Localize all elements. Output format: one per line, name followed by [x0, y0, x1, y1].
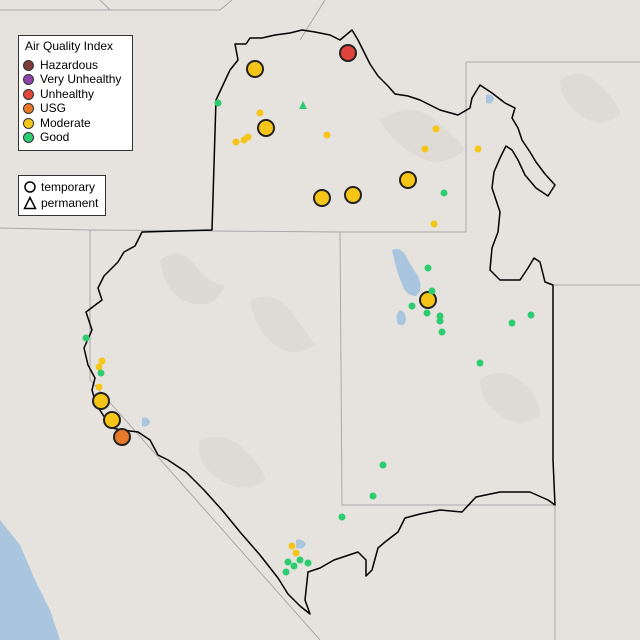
legend-item-usg: USG — [23, 101, 66, 115]
legend-item-unhealthy: Unhealthy — [23, 87, 94, 101]
legend-item-temporary: temporary — [23, 180, 95, 194]
very-unhealthy-swatch-icon — [23, 74, 34, 85]
site-moderate[interactable] — [258, 120, 274, 136]
site-moderate[interactable] — [420, 292, 436, 308]
legend-title: Air Quality Index — [25, 39, 113, 53]
site-moderate[interactable] — [400, 172, 416, 188]
monitor-type-legend: temporary permanent — [18, 175, 106, 216]
site-moderate[interactable] — [345, 187, 361, 203]
good-swatch-icon — [23, 132, 34, 143]
site-unhealthy[interactable] — [340, 45, 356, 61]
site-moderate[interactable] — [93, 393, 109, 409]
aqi-legend: Air Quality Index Hazardous Very Unhealt… — [18, 35, 133, 151]
site-usg[interactable] — [114, 429, 130, 445]
legend-item-hazardous: Hazardous — [23, 58, 98, 72]
hazardous-swatch-icon — [23, 60, 34, 71]
circle-icon — [23, 180, 37, 194]
unhealthy-swatch-icon — [23, 89, 34, 100]
triangle-icon — [23, 196, 37, 210]
site-moderate[interactable] — [247, 61, 263, 77]
legend-item-permanent: permanent — [23, 196, 98, 210]
moderate-swatch-icon — [23, 118, 34, 129]
legend-item-moderate: Moderate — [23, 116, 91, 130]
legend-item-very-unhealthy: Very Unhealthy — [23, 72, 121, 86]
site-moderate[interactable] — [314, 190, 330, 206]
usg-swatch-icon — [23, 103, 34, 114]
legend-item-good: Good — [23, 130, 69, 144]
site-moderate[interactable] — [104, 412, 120, 428]
